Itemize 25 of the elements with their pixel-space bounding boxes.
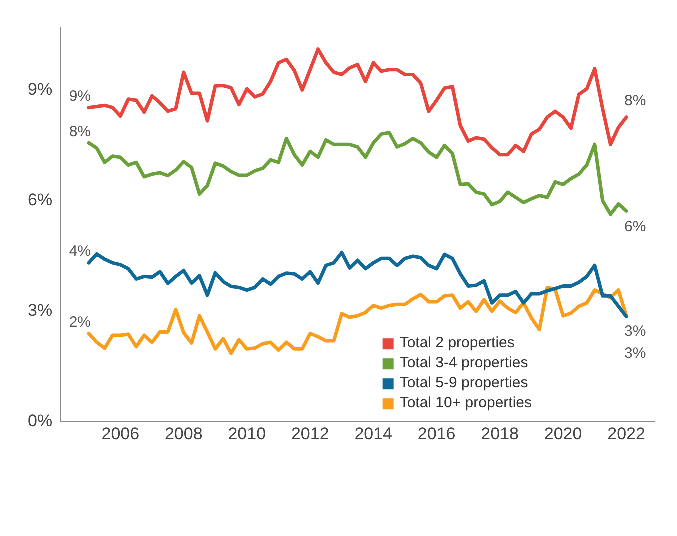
x-tick-label: 2012 [291, 424, 330, 444]
x-tick-label: 2016 [418, 424, 456, 444]
data-label: 4% [69, 243, 92, 260]
data-label: 8% [69, 123, 92, 140]
data-label: 8% [624, 92, 646, 110]
legend-label: Total 5-9 properties [400, 374, 528, 392]
x-tick-label: 2006 [102, 424, 140, 444]
x-tick-label: 2018 [481, 424, 519, 444]
x-tick-label: 2014 [354, 424, 393, 444]
data-label: 6% [624, 218, 646, 236]
y-tick-label: 0% [28, 411, 53, 430]
data-label: 3% [624, 345, 646, 362]
legend-label: Total 2 properties [400, 334, 515, 352]
x-tick-label: 2020 [544, 424, 582, 444]
y-tick-label: 3% [28, 300, 53, 320]
data-label: 3% [624, 323, 646, 340]
y-tick-label: 9% [28, 80, 53, 100]
legend-label: Total 3-4 properties [400, 354, 528, 372]
x-tick-label: 2010 [228, 424, 266, 444]
x-tick-label: 2022 [608, 424, 646, 444]
data-label: 2% [69, 314, 92, 331]
x-tick-label: 2008 [164, 424, 203, 444]
data-label: 9% [69, 88, 92, 105]
legend-label: Total 10+ properties [400, 394, 532, 412]
y-tick-label: 6% [28, 190, 53, 210]
